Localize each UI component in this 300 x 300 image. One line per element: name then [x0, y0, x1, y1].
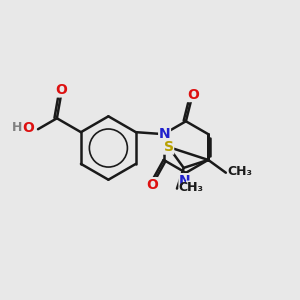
Text: S: S: [164, 140, 174, 154]
Text: H: H: [187, 181, 197, 194]
Text: O: O: [146, 178, 158, 192]
Text: O: O: [187, 88, 199, 101]
Text: N: N: [179, 174, 191, 188]
Text: N: N: [159, 127, 170, 141]
Text: O: O: [22, 121, 34, 135]
Text: H: H: [12, 121, 22, 134]
Text: O: O: [56, 83, 68, 97]
Text: CH₃: CH₃: [178, 181, 203, 194]
Text: CH₃: CH₃: [227, 165, 252, 178]
